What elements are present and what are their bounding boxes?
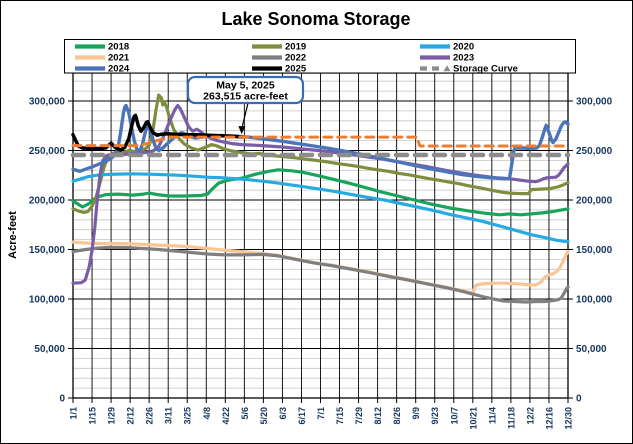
x-tick-label: 9/9 (411, 407, 421, 420)
x-tick-label: 12/30 (564, 407, 574, 430)
y-tick-label-right: 0 (576, 394, 582, 405)
legend-item-2020: 2020 (420, 42, 474, 53)
x-tick-label: 7/15 (335, 407, 345, 425)
legend-item-storage-curve: Storage Curve (420, 64, 518, 75)
y-tick-label: 200,000 (29, 196, 66, 207)
x-tick-label: 1/29 (107, 407, 117, 425)
x-tick-label: 2/26 (145, 407, 155, 425)
y-tick-label-right: 50,000 (576, 344, 607, 355)
y-tick-label: 150,000 (29, 245, 66, 256)
legend-box (64, 39, 576, 74)
x-tick-label: 5/20 (259, 407, 269, 425)
y-tick-label-right: 300,000 (576, 97, 613, 108)
y-axis-title: Acre-feet (7, 211, 19, 259)
x-tick-label: 4/8 (202, 407, 212, 420)
annotation-line-1: May 5, 2025 (216, 80, 275, 92)
legend-label: 2022 (285, 53, 306, 64)
x-tick-label: 10/21 (468, 407, 478, 430)
series-line-2025 (71, 113, 244, 152)
series-line-2018 (71, 168, 570, 217)
x-tick-label: 8/12 (373, 407, 383, 425)
annotation-box (186, 75, 305, 105)
y-tick-label-right: 250,000 (576, 146, 613, 157)
legend-item-2022: 2022 (252, 53, 306, 64)
y-tick-label: 250,000 (29, 146, 66, 157)
annotation-arrow (241, 103, 249, 128)
legend-label: 2023 (453, 53, 474, 64)
x-tick-label: 8/26 (392, 407, 402, 425)
legend-label: 2025 (285, 64, 307, 75)
legend-label: 2018 (108, 42, 129, 53)
x-tick-label: 12/2 (525, 407, 535, 425)
legend-item-2018: 2018 (75, 42, 129, 53)
legend-item-2019: 2019 (252, 42, 306, 53)
x-tick-label: 1/1 (69, 407, 79, 420)
legend-item-2025: 2025 (252, 64, 307, 75)
legend-label: 2024 (108, 64, 130, 75)
x-tick-label: 12/16 (544, 407, 554, 430)
legend-label: 2019 (285, 42, 306, 53)
series-line-2020 (71, 172, 570, 244)
x-tick-label: 3/11 (164, 407, 174, 424)
x-tick-label: 7/1 (316, 407, 326, 420)
y-tick-label: 0 (59, 394, 65, 405)
x-tick-label: 5/6 (240, 407, 250, 420)
x-tick-label: 4/22 (221, 407, 231, 425)
y-tick-label-right: 200,000 (576, 196, 613, 207)
legend-label: 2021 (108, 53, 130, 64)
x-tick-label: 6/17 (297, 407, 307, 425)
y-tick-label: 100,000 (29, 295, 66, 306)
x-tick-label: 10/7 (449, 407, 459, 425)
legend-item-2024: 2024 (75, 64, 130, 75)
series-line-2022 (71, 245, 570, 304)
x-tick-label: 9/23 (430, 407, 440, 425)
x-tick-label: 2/12 (126, 407, 136, 425)
legend-label: Storage Curve (453, 64, 518, 75)
y-tick-label-right: 150,000 (576, 245, 613, 256)
legend-label: 2020 (453, 42, 474, 53)
y-tick-label-right: 100,000 (576, 295, 613, 306)
chart-title: Lake Sonoma Storage (221, 9, 410, 29)
legend-triangle-marker (443, 65, 451, 72)
y-tick-label: 50,000 (34, 344, 65, 355)
annotation-callout (186, 75, 305, 135)
x-tick-label: 3/25 (183, 407, 193, 425)
annotation-arrowhead (238, 126, 246, 135)
x-tick-label: 11/4 (487, 407, 497, 424)
legend: 2018 2019 2020 2021 2022 2023 2024 2025 Storage … (64, 39, 576, 75)
legend-item-2023: 2023 (420, 53, 474, 64)
x-tick-label: 11/18 (506, 407, 516, 429)
x-tick-label: 1/15 (88, 407, 98, 425)
x-tick-label: 7/29 (354, 407, 364, 425)
legend-item-2021: 2021 (75, 53, 130, 64)
series-lines (70, 93, 571, 304)
series-line-guide-curve-orange (71, 135, 570, 148)
y-tick-label: 300,000 (29, 97, 66, 108)
x-tick-label: 6/3 (278, 407, 288, 420)
annotation-line-2: 263,515 acre-feet (203, 91, 288, 103)
